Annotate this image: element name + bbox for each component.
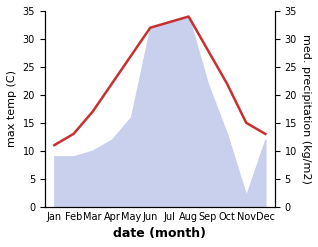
X-axis label: date (month): date (month) [113,227,206,240]
Y-axis label: med. precipitation (kg/m2): med. precipitation (kg/m2) [301,34,311,184]
Y-axis label: max temp (C): max temp (C) [7,70,17,147]
